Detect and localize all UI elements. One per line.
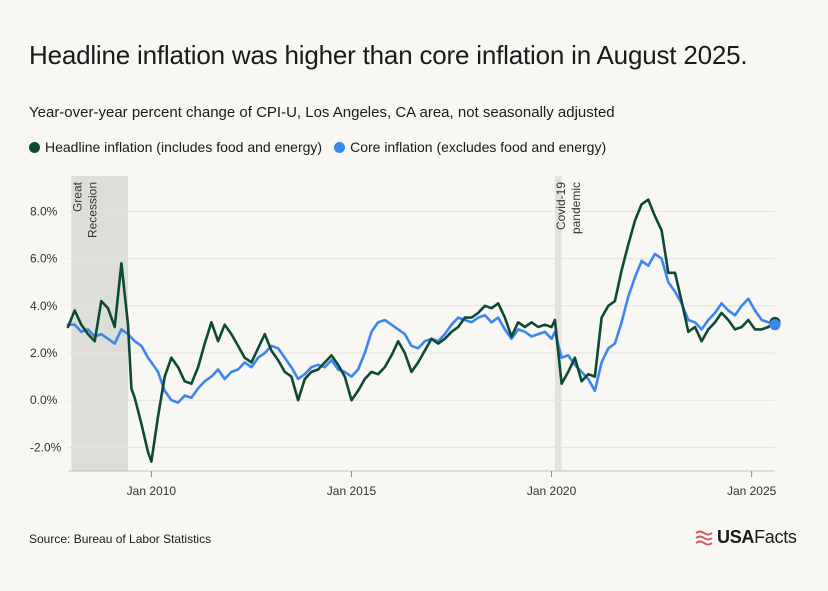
y-tick-label: 4.0% (30, 299, 58, 313)
legend-swatch-headline (29, 141, 40, 153)
source-note: Source: Bureau of Labor Statistics (29, 532, 212, 546)
legend: Headline inflation (includes food and en… (29, 139, 618, 155)
annotation-label: Great (70, 181, 84, 212)
chart-subtitle: Year-over-year percent change of CPI-U, … (29, 104, 615, 121)
y-tick-label: 0.0% (30, 393, 58, 407)
y-tick-label: 2.0% (30, 346, 58, 360)
annotation-band (554, 176, 562, 471)
annotation-label: Covid-19 (554, 182, 568, 230)
y-tick-label: 8.0% (30, 204, 58, 218)
legend-item-headline: Headline inflation (includes food and en… (29, 139, 322, 155)
x-tick-label: Jan 2015 (327, 484, 377, 498)
series-line-core (66, 252, 777, 404)
x-tick-label: Jan 2020 (527, 484, 577, 498)
y-tick-label: 6.0% (30, 252, 58, 266)
legend-label-headline: Headline inflation (includes food and en… (45, 139, 323, 155)
x-tick-label: Jan 2025 (727, 484, 777, 498)
x-tick-label: Jan 2010 (127, 484, 177, 498)
flag-icon (695, 530, 713, 545)
brand-logo: USA Facts (694, 527, 797, 548)
legend-swatch-core (334, 141, 346, 153)
series-endpoint-core (769, 319, 781, 331)
y-tick-label: -2.0% (30, 440, 62, 454)
annotation-label: Recession (85, 182, 99, 238)
brand-usa: USA (717, 527, 755, 547)
series-line-headline (66, 198, 777, 463)
legend-item-core: Core inflation (excludes food and energy… (334, 139, 606, 155)
brand-facts: Facts (754, 527, 797, 547)
chart-title: Headline inflation was higher than core … (29, 40, 748, 70)
legend-label-core: Core inflation (excludes food and energy… (350, 139, 607, 155)
annotation-label: pandemic (569, 182, 583, 234)
